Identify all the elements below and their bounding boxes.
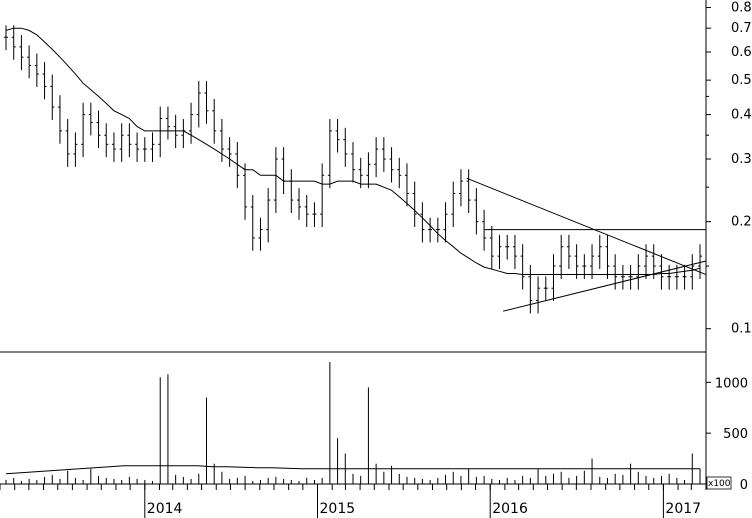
year-label: 2014 xyxy=(147,501,183,517)
price-tick-label: 0.6 xyxy=(731,45,752,60)
volume-multiplier-box xyxy=(706,476,732,490)
price-tick-label: 0.2 xyxy=(731,215,752,230)
price-tick-label: 0.7 xyxy=(731,21,752,36)
year-label: 2017 xyxy=(665,501,701,517)
year-label: 2015 xyxy=(320,501,356,517)
volume-panel xyxy=(5,362,701,484)
volume-tick-label: 0 xyxy=(740,478,748,493)
price-tick-label: 0.5 xyxy=(731,73,752,88)
trend-line xyxy=(502,260,707,312)
volume-multiplier-label: x100 xyxy=(708,479,731,489)
price-panel xyxy=(4,25,707,314)
price-tick-label: 0.3 xyxy=(731,152,752,167)
price-tick-label: 0.1 xyxy=(731,322,752,337)
price-moving-average xyxy=(5,27,701,275)
volume-tick-label: 500 xyxy=(723,427,748,442)
price-tick-label: 0.8 xyxy=(731,1,752,16)
volume-moving-average xyxy=(5,465,700,475)
volume-tick-label: 1000 xyxy=(715,376,748,391)
trend-line xyxy=(466,177,707,276)
year-label: 2016 xyxy=(492,501,528,517)
price-tick-label: 0.4 xyxy=(731,108,752,123)
